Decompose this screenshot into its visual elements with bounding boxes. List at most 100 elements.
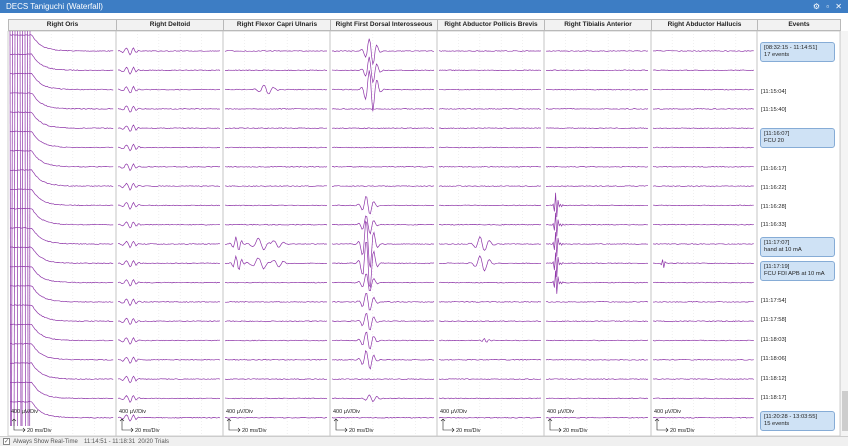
emg-trace [545, 88, 649, 91]
event-time[interactable]: [11:16:28] [761, 204, 787, 210]
emg-trace [117, 163, 221, 172]
event-time[interactable]: [11:17:54] [761, 298, 787, 304]
emg-trace [545, 127, 649, 129]
emg-trace [224, 204, 328, 207]
emg-trace [331, 196, 435, 215]
column-frame [650, 31, 758, 436]
emg-trace [224, 359, 328, 361]
emg-trace [652, 127, 754, 129]
emg-trace [331, 292, 435, 311]
emg-trace [224, 339, 328, 342]
event-time: [11:16:07] [764, 131, 790, 137]
emg-trace [9, 34, 114, 52]
emg-trace [225, 320, 328, 322]
scale-arrow [440, 418, 455, 433]
time-scale: 20 ms/Div [135, 428, 160, 434]
time-scale: 20 ms/Div [242, 428, 267, 434]
emg-trace [438, 359, 542, 361]
emg-trace [546, 232, 649, 257]
event-time[interactable]: [11:16:33] [761, 222, 787, 228]
emg-trace [438, 69, 542, 72]
emg-trace [652, 185, 754, 187]
event-time[interactable]: [11:18:17] [761, 395, 787, 401]
event-time[interactable]: [11:16:17] [761, 166, 787, 172]
emg-trace [117, 317, 221, 326]
emg-trace [9, 130, 114, 149]
emg-trace [9, 304, 114, 322]
emg-trace [331, 146, 435, 149]
emg-trace [438, 88, 541, 91]
emg-trace [331, 127, 434, 129]
time-scale: 20 ms/Div [27, 428, 52, 434]
emg-trace [224, 378, 328, 380]
emg-trace [545, 339, 649, 342]
emg-trace [652, 301, 754, 303]
event-time[interactable]: [11:18:12] [761, 376, 787, 382]
emg-trace [10, 72, 114, 91]
emg-trace [117, 85, 221, 94]
emg-trace [117, 47, 221, 56]
column-frame [222, 31, 331, 436]
event-time: [11:17:19] [764, 264, 790, 270]
emg-trace [331, 394, 435, 403]
emg-trace [117, 375, 221, 384]
stimulus-artifact [11, 31, 13, 427]
scrollbar[interactable] [840, 31, 848, 436]
emg-trace [9, 265, 114, 284]
emg-trace [331, 378, 435, 380]
emg-trace [117, 221, 221, 229]
emg-trace [224, 127, 328, 129]
emg-trace [117, 356, 221, 364]
status-bar: ✓ Always Show Real-Time 11:14:51 - 11:18… [0, 436, 848, 446]
event-time[interactable]: [11:18:06] [761, 356, 787, 362]
checkbox[interactable]: ✓ [3, 438, 10, 445]
emg-trace [331, 242, 435, 289]
emg-trace [117, 143, 221, 152]
emg-trace [438, 146, 542, 149]
emg-trace [652, 166, 754, 168]
emg-trace [545, 252, 649, 277]
emg-trace [545, 192, 649, 218]
event-note: hand at 10 mA [764, 247, 802, 253]
emg-trace [117, 66, 221, 75]
emg-trace [438, 108, 541, 110]
emg-trace [9, 227, 114, 245]
emg-trace [9, 381, 114, 400]
emg-trace [331, 331, 434, 350]
time-scale: 20 ms/Div [349, 428, 374, 434]
event-box[interactable]: [11:16:07] FCU 20 [760, 128, 835, 148]
emg-trace [117, 259, 221, 268]
amplitude-scale: 400 µV/Div [226, 409, 253, 415]
event-note: FCU 20 [764, 138, 784, 144]
emg-trace [9, 92, 114, 110]
emg-trace [439, 320, 541, 322]
event-time[interactable]: [11:17:58] [761, 317, 787, 323]
emg-trace [224, 281, 328, 284]
column-header: Right Abductor Pollicis Brevis [437, 19, 545, 31]
scale-arrow [11, 418, 26, 433]
emg-trace [331, 350, 434, 370]
scroll-thumb[interactable] [842, 391, 848, 431]
emg-trace [117, 201, 221, 210]
event-box[interactable]: [08:32:15 - 11:14:51] 17 events [760, 42, 835, 62]
event-time[interactable]: [11:15:40] [761, 107, 787, 113]
emg-trace [224, 301, 328, 303]
window-controls[interactable]: ⚙ ▫ ✕ [812, 2, 844, 11]
emg-trace [652, 50, 754, 52]
emg-trace [9, 53, 114, 72]
event-time[interactable]: [11:16:22] [761, 185, 787, 191]
event-box[interactable]: [11:17:19] FCU FDI APB at 10 mA [760, 261, 835, 281]
emg-trace [438, 416, 542, 419]
checkbox-label[interactable]: Always Show Real-Time [13, 439, 78, 445]
event-box[interactable]: [11:20:28 - 13:03:55] 15 events [760, 411, 835, 431]
emg-trace [9, 362, 114, 380]
amplitude-scale: 400 µV/Div [119, 409, 146, 415]
emg-trace [224, 254, 328, 271]
event-time[interactable]: [11:18:03] [761, 337, 787, 343]
event-box[interactable]: [11:17:07] hand at 10 mA [760, 237, 835, 257]
emg-trace [545, 146, 649, 149]
event-time[interactable]: [11:15:04] [761, 89, 787, 95]
emg-trace [545, 301, 649, 303]
column-frame [436, 31, 545, 436]
